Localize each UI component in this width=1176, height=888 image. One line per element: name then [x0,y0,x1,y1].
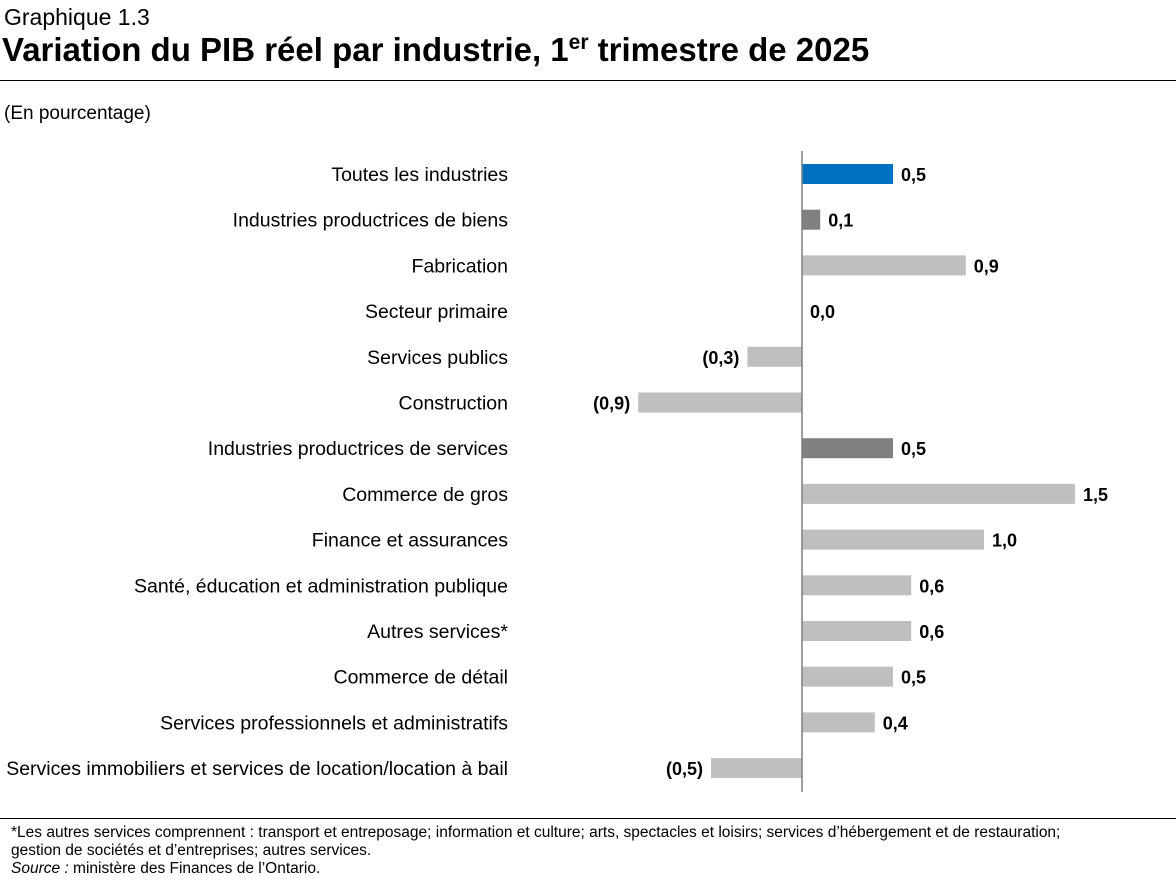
bar [802,529,984,550]
title-superscript: er [568,31,589,54]
data-label: (0,5) [666,759,703,779]
title-rule [0,80,1176,81]
data-label: 0,6 [919,576,944,596]
source-text: ministère des Finances de l’Ontario. [68,860,321,877]
category-label: Commerce de gros [342,484,508,506]
bar [802,575,912,596]
chart-title: Variation du PIB réel par industrie, 1er… [2,31,869,69]
bar [802,438,893,459]
footnote-line-1: *Les autres services comprennent : trans… [11,824,1061,841]
bar [802,666,893,687]
source-label: Source : [11,860,69,877]
title-end: trimestre de 2025 [588,31,870,68]
category-label: Santé, éducation et administration publi… [134,575,508,597]
bar [802,621,912,641]
bar [638,392,802,413]
bar [711,758,802,779]
footer-rule [0,818,1176,819]
data-label: 0,5 [901,668,926,688]
data-label: 1,0 [992,531,1017,551]
data-label: 0,0 [810,302,835,322]
category-label: Secteur primaire [365,301,508,323]
bar [802,483,1075,504]
category-label: Construction [399,393,508,415]
bar [802,712,875,733]
category-label: Commerce de détail [334,667,509,689]
bar [747,346,802,367]
category-label: Services immobiliers et services de loca… [6,758,508,780]
data-label: 0,9 [974,256,999,276]
data-label: 0,4 [883,713,908,733]
data-label: 0,6 [919,622,944,642]
category-label: Industries productrices de services [208,438,508,460]
chart-supertitle: Graphique 1.3 [4,4,150,30]
category-label: Services professionnels et administratif… [160,712,508,734]
source-line: Source : ministère des Finances de l’Ont… [11,860,1161,878]
category-label: Industries productrices de biens [233,210,509,232]
title-main: Variation du PIB réel par industrie, 1 [2,31,569,68]
data-label: 1,5 [1083,485,1108,505]
category-label: Finance et assurances [312,530,508,552]
unit-label: (En pourcentage) [4,103,151,124]
data-label: (0,3) [702,348,739,368]
data-label: (0,9) [593,394,630,414]
footnote-line-2: gestion de sociétés et d’entreprises; au… [11,842,372,859]
data-label: 0,5 [901,439,926,459]
category-label: Services publics [367,347,508,369]
data-label: 0,1 [828,211,853,231]
bar-chart: Toutes les industries 0,5 Industries produ… [6,151,1108,792]
footnote: *Les autres services comprennent : trans… [11,824,1161,878]
bar [802,255,966,276]
category-label: Autres services* [367,621,508,643]
category-label: Toutes les industries [331,164,508,186]
bar [802,164,893,184]
data-label: 0,5 [901,165,926,185]
bar [802,209,821,230]
category-label: Fabrication [412,255,508,277]
